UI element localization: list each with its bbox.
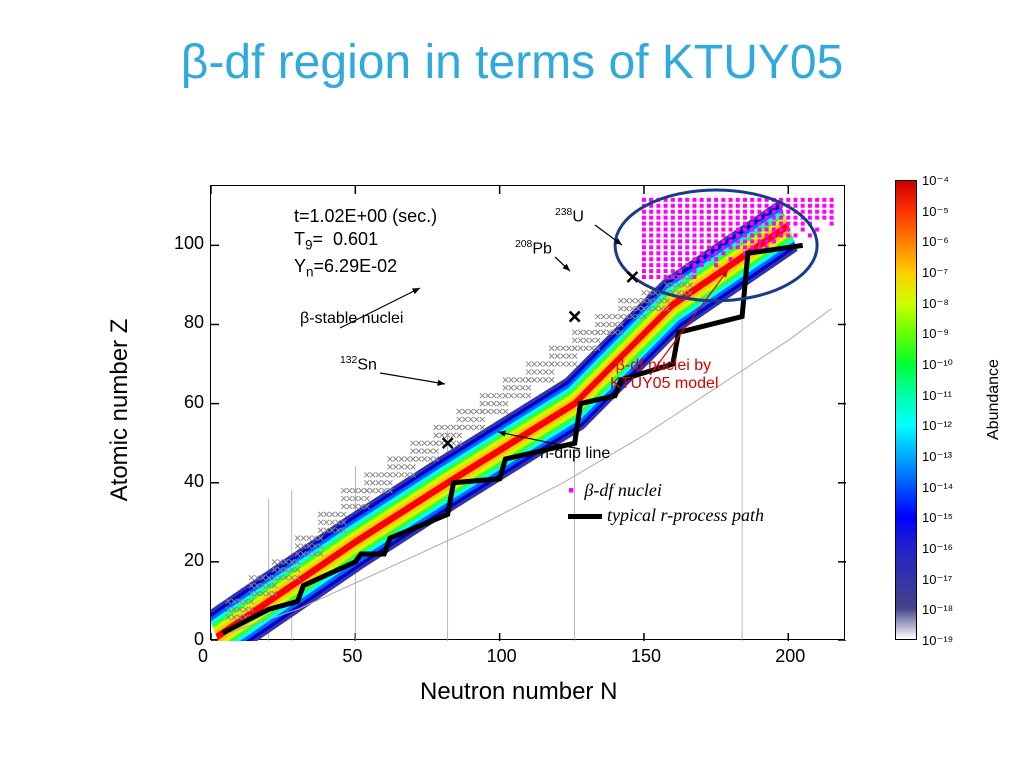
param-T9: T9= 0.601 <box>294 228 437 254</box>
cbar-tick: 10⁻⁸ <box>922 296 949 312</box>
slide-title: β-df region in terms of KTUY05 <box>0 35 1024 90</box>
y-tick: 0 <box>168 629 204 650</box>
cbar-tick: 10⁻¹⁵ <box>922 510 953 526</box>
legend-bdf: ▪ β-df nuclei <box>568 480 764 501</box>
y-tick: 80 <box>168 312 204 333</box>
cbar-tick: 10⁻¹⁷ <box>922 572 952 588</box>
cbar-tick: 10⁻¹⁴ <box>922 480 953 496</box>
cbar-tick: 10⁻¹⁸ <box>922 602 953 618</box>
colorbar <box>895 180 917 640</box>
y-tick: 100 <box>168 233 204 254</box>
annot-u238: 238U <box>555 207 584 226</box>
y-axis-label: Atomic number Z <box>106 319 134 502</box>
param-t: t=1.02E+00 (sec.) <box>294 205 437 228</box>
legend: ▪ β-df nuclei typical r-process path <box>568 480 764 526</box>
annot-sn132: 132Sn <box>340 355 377 374</box>
cbar-tick: 10⁻⁵ <box>922 204 949 220</box>
cbar-tick: 10⁻⁶ <box>922 234 949 250</box>
x-axis-label: Neutron number N <box>420 678 617 706</box>
x-tick: 100 <box>487 646 517 667</box>
colorbar-label: Abundance <box>985 359 1003 440</box>
annot-ndrip: n-drip line <box>540 445 610 463</box>
legend-rpath: typical r-process path <box>568 505 764 526</box>
y-tick: 60 <box>168 392 204 413</box>
cbar-tick: 10⁻⁷ <box>922 265 948 281</box>
x-tick: 200 <box>775 646 805 667</box>
cbar-tick: 10⁻¹² <box>922 418 952 434</box>
cbar-tick: 10⁻¹⁶ <box>922 541 953 557</box>
cbar-tick: 10⁻¹¹ <box>922 388 952 404</box>
annot-pb208: 208Pb <box>515 239 552 258</box>
cbar-tick: 10⁻¹³ <box>922 449 952 465</box>
cbar-tick: 10⁻⁹ <box>922 326 949 342</box>
y-tick: 20 <box>168 550 204 571</box>
y-tick: 40 <box>168 471 204 492</box>
simulation-params: t=1.02E+00 (sec.) T9= 0.601 Yn=6.29E-02 <box>294 205 437 281</box>
annot-bdf: ▪β-df nuclei byKTUY05 model <box>610 357 719 393</box>
param-Yn: Yn=6.29E-02 <box>294 255 437 281</box>
annot-beta_stable: β-stable nuclei <box>300 310 403 328</box>
cbar-tick: 10⁻¹⁹ <box>922 633 953 649</box>
cbar-tick: 10⁻¹⁰ <box>922 357 953 373</box>
x-tick: 50 <box>342 646 362 667</box>
cbar-tick: 10⁻⁴ <box>922 173 949 189</box>
x-tick: 150 <box>631 646 661 667</box>
